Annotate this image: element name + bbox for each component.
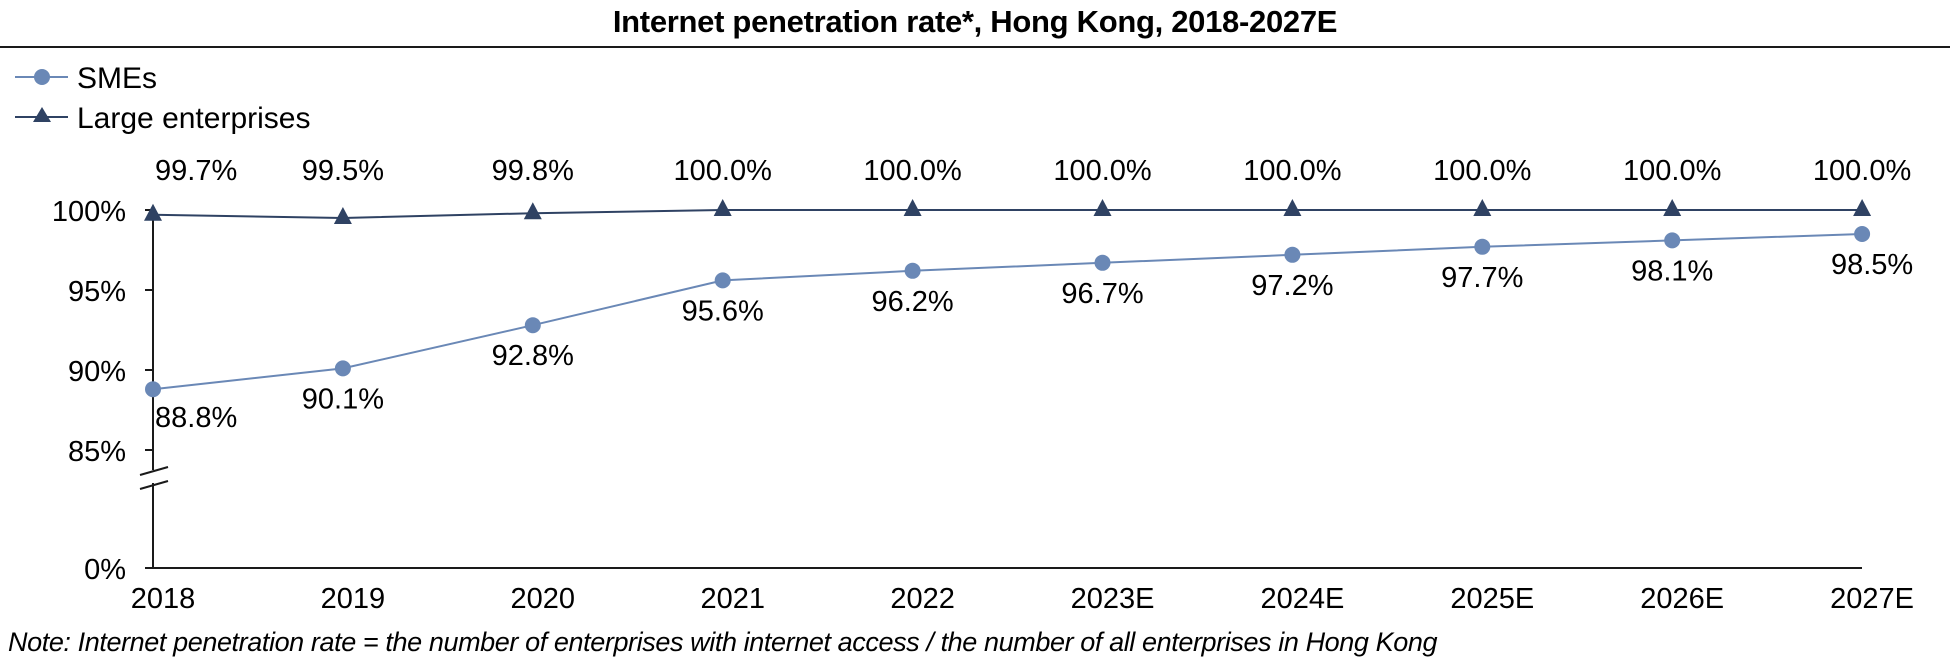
legend-item: Large enterprises [15, 102, 310, 135]
data-point-triangle [1473, 199, 1492, 216]
footnote: Note: Internet penetration rate = the nu… [8, 627, 1438, 657]
x-tick-label: 2026E [1640, 583, 1724, 615]
series-layer [144, 199, 1872, 398]
data-label: 97.7% [1441, 262, 1523, 294]
legend-item: SMEs [15, 62, 157, 95]
data-point-circle [714, 272, 731, 289]
data-label: 99.8% [492, 155, 574, 187]
data-label: 100.0% [1243, 155, 1341, 187]
legend-triangle-marker-icon [33, 107, 51, 122]
legend-label: SMEs [77, 62, 157, 95]
data-point-triangle [333, 207, 352, 224]
y-tick-label: 90% [68, 356, 126, 388]
data-point-triangle [1663, 199, 1682, 216]
data-label: 100.0% [1053, 155, 1151, 187]
data-label: 95.6% [682, 295, 764, 327]
data-point-triangle [1093, 199, 1112, 216]
data-point-circle [1474, 238, 1491, 255]
axes: 0% 85% 90% 95% 100% 2018 2019 2020 2021 2022 2023E… [52, 196, 1914, 615]
data-label: 96.7% [1061, 278, 1143, 310]
data-label: 100.0% [1813, 155, 1911, 187]
data-point-circle [1854, 226, 1871, 242]
title-divider [0, 46, 1950, 48]
data-point-circle [1664, 232, 1681, 249]
data-point-triangle [144, 203, 162, 221]
data-label: 100.0% [863, 155, 961, 187]
x-tick-label: 2024E [1260, 583, 1344, 615]
data-point-circle [1284, 246, 1301, 263]
axis-break-mark [139, 466, 169, 476]
data-point-circle [145, 381, 161, 398]
series-line [152, 209, 1863, 220]
data-label: 100.0% [1623, 155, 1721, 187]
data-label: 98.5% [1831, 249, 1913, 281]
y-tick-label: 95% [68, 276, 126, 308]
data-point-circle [1094, 254, 1111, 271]
x-tick-label: 2018 [131, 583, 196, 615]
chart-title: Internet penetration rate*, Hong Kong, 2… [612, 4, 1338, 39]
data-labels: 88.8% 90.1% 92.8% 95.6% 96.2% 96.7% 97.2% 97.7%… [155, 155, 1913, 434]
x-tick-label: 2027E [1830, 583, 1914, 615]
data-point-triangle [713, 199, 732, 216]
data-label: 100.0% [1433, 155, 1531, 187]
x-tick-label: 2023E [1071, 583, 1155, 615]
data-label: 97.2% [1251, 270, 1333, 302]
data-label: 98.1% [1631, 255, 1713, 287]
legend-circle-marker-icon [34, 69, 50, 85]
x-tick-label: 2021 [700, 583, 765, 615]
x-tick-label: 2019 [321, 583, 386, 615]
data-label: 88.8% [155, 402, 237, 434]
data-point-triangle [1853, 199, 1872, 216]
series-large-enterprises [144, 199, 1872, 224]
legend-label: Large enterprises [77, 102, 310, 135]
data-label: 92.8% [492, 340, 574, 372]
data-label: 100.0% [674, 155, 772, 187]
x-tick-label: 2020 [511, 583, 576, 615]
y-tick-label: 85% [68, 436, 126, 468]
x-tick-label: 2025E [1450, 583, 1534, 615]
data-label: 99.7% [155, 155, 237, 187]
series-smes [145, 226, 1871, 398]
data-point-triangle [523, 202, 542, 220]
data-point-circle [334, 360, 351, 377]
x-tick-label: 2022 [890, 583, 955, 615]
data-point-triangle [1283, 199, 1302, 216]
data-point-circle [904, 262, 921, 279]
data-label: 90.1% [302, 383, 384, 415]
axis-break-mark [139, 480, 169, 490]
y-tick-label: 0% [84, 554, 126, 586]
data-label: 96.2% [871, 286, 953, 318]
legend: SMEs Large enterprises [15, 62, 310, 135]
data-point-circle [524, 317, 541, 334]
y-tick-label: 100% [52, 196, 126, 228]
data-point-triangle [903, 199, 922, 216]
data-label: 99.5% [302, 155, 384, 187]
series-line [152, 233, 1863, 391]
